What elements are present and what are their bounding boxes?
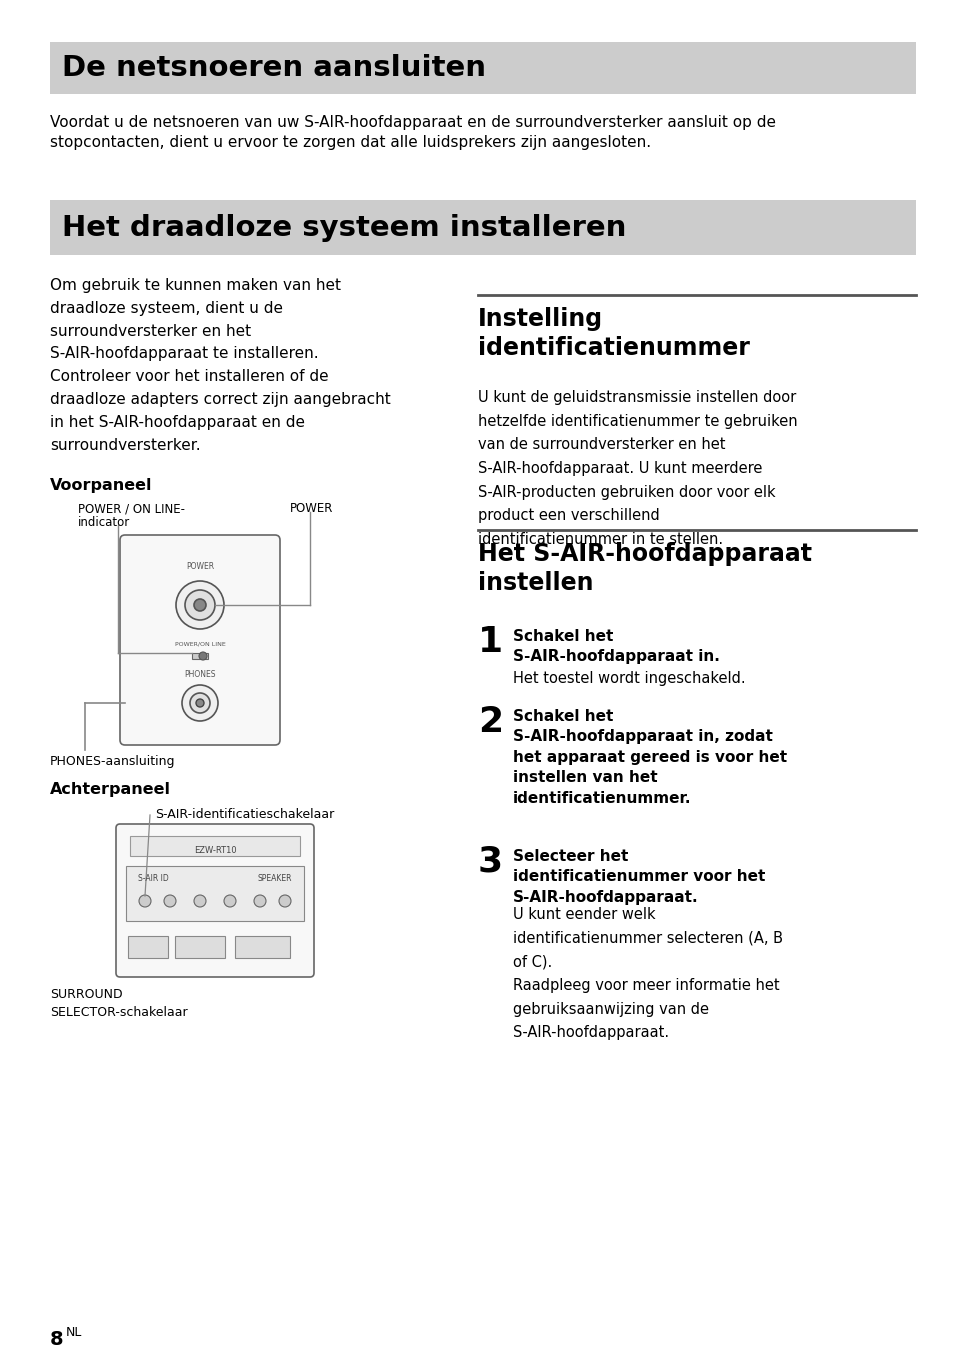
Circle shape: [175, 581, 224, 630]
Text: U kunt de geluidstransmissie instellen door
hetzelfde identificatienummer te geb: U kunt de geluidstransmissie instellen d…: [477, 389, 797, 547]
Text: Achterpaneel: Achterpaneel: [50, 782, 171, 797]
Circle shape: [185, 590, 214, 620]
Text: POWER / ON LINE-: POWER / ON LINE-: [78, 502, 185, 516]
Circle shape: [195, 699, 204, 707]
Text: Instelling
identificatienummer: Instelling identificatienummer: [477, 307, 749, 360]
Circle shape: [190, 693, 210, 712]
Bar: [174, 936, 225, 958]
Text: EZW-RT10: EZW-RT10: [193, 845, 236, 855]
Text: U kunt eender welk
identificatienummer selecteren (A, B
of C).
Raadpleeg voor me: U kunt eender welk identificatienummer s…: [513, 906, 782, 1041]
Bar: [50, 42, 915, 94]
Text: 3: 3: [477, 845, 502, 879]
Circle shape: [164, 896, 175, 906]
Text: S-AIR ID: S-AIR ID: [138, 874, 169, 883]
Text: POWER: POWER: [186, 562, 213, 571]
Text: Het S-AIR-hoofdapparaat
instellen: Het S-AIR-hoofdapparaat instellen: [477, 541, 811, 594]
Text: stopcontacten, dient u ervoor te zorgen dat alle luidsprekers zijn aangesloten.: stopcontacten, dient u ervoor te zorgen …: [50, 134, 651, 151]
Bar: [126, 866, 304, 921]
Text: Schakel het
S-AIR-hoofdapparaat in, zodat
het apparaat gereed is voor het
instel: Schakel het S-AIR-hoofdapparaat in, zoda…: [513, 708, 786, 806]
Text: indicator: indicator: [78, 516, 131, 529]
Text: SURROUND
SELECTOR-schakelaar: SURROUND SELECTOR-schakelaar: [50, 988, 188, 1019]
Circle shape: [139, 896, 151, 906]
Circle shape: [253, 896, 266, 906]
Text: S-AIR-identificatieschakelaar: S-AIR-identificatieschakelaar: [154, 807, 334, 821]
Bar: [234, 936, 290, 958]
Circle shape: [182, 685, 218, 721]
Text: De netsnoeren aansluiten: De netsnoeren aansluiten: [62, 54, 485, 81]
Text: SPEAKER: SPEAKER: [257, 874, 292, 883]
Circle shape: [193, 896, 206, 906]
Text: 8: 8: [50, 1330, 64, 1349]
Text: Het draadloze systeem installeren: Het draadloze systeem installeren: [62, 213, 626, 242]
FancyBboxPatch shape: [120, 535, 280, 745]
Text: Voordat u de netsnoeren van uw S-AIR-hoofdapparaat en de surroundversterker aans: Voordat u de netsnoeren van uw S-AIR-hoo…: [50, 115, 775, 130]
Bar: [130, 836, 299, 856]
Text: Om gebruik te kunnen maken van het
draadloze systeem, dient u de
surroundverster: Om gebruik te kunnen maken van het draad…: [50, 278, 391, 453]
Text: 1: 1: [477, 626, 502, 660]
Text: 2: 2: [477, 706, 502, 740]
FancyBboxPatch shape: [116, 824, 314, 977]
Circle shape: [193, 598, 206, 611]
Text: Selecteer het
identificatienummer voor het
S-AIR-hoofdapparaat.: Selecteer het identificatienummer voor h…: [513, 849, 764, 905]
Circle shape: [199, 651, 207, 660]
Text: POWER: POWER: [290, 502, 333, 516]
Text: POWER/ON LINE: POWER/ON LINE: [174, 642, 225, 647]
Text: PHONES: PHONES: [184, 670, 215, 678]
Text: Voorpaneel: Voorpaneel: [50, 478, 152, 493]
Text: NL: NL: [66, 1326, 82, 1339]
Bar: [128, 936, 168, 958]
Bar: [50, 199, 915, 255]
Text: Het toestel wordt ingeschakeld.: Het toestel wordt ingeschakeld.: [513, 670, 745, 687]
Circle shape: [224, 896, 235, 906]
Text: Schakel het
S-AIR-hoofdapparaat in.: Schakel het S-AIR-hoofdapparaat in.: [513, 630, 720, 665]
Circle shape: [278, 896, 291, 906]
Text: PHONES-aansluiting: PHONES-aansluiting: [50, 754, 175, 768]
Bar: [192, 653, 208, 660]
